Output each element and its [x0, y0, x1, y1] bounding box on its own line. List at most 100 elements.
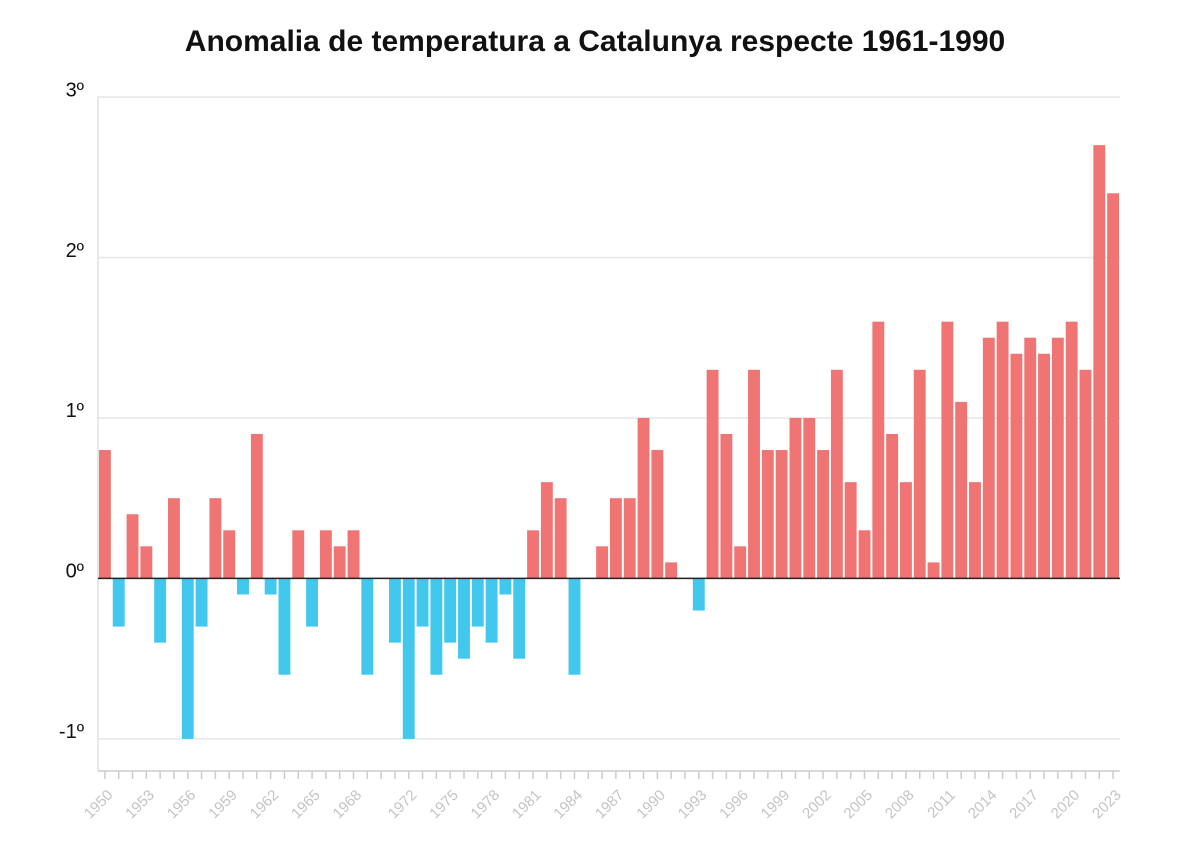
bar: [292, 530, 305, 579]
x-tick-label: 2005: [841, 787, 877, 823]
x-tick-label: 1972: [385, 787, 421, 823]
x-tick-label: 1999: [758, 787, 794, 823]
x-tick-label: 1950: [81, 787, 117, 823]
bar: [112, 578, 125, 627]
bar: [596, 546, 609, 579]
x-tick-label: 1981: [509, 787, 545, 823]
bar: [927, 562, 940, 579]
bar: [568, 578, 581, 675]
bar: [471, 578, 484, 627]
bar: [306, 578, 319, 627]
bar: [706, 369, 719, 579]
bar: [430, 578, 443, 675]
y-tick-label: 0º: [66, 561, 85, 583]
bar: [154, 578, 167, 643]
bar: [1065, 321, 1078, 579]
bar: [886, 434, 899, 579]
bar: [416, 578, 429, 627]
bar: [720, 434, 733, 579]
bar: [858, 530, 871, 579]
x-tick-label: 2002: [799, 787, 835, 823]
bar: [1107, 193, 1120, 579]
bar: [140, 546, 153, 579]
bar: [692, 578, 705, 611]
bar: [126, 514, 139, 579]
x-tick-label: 2017: [1006, 787, 1042, 823]
bar: [734, 546, 747, 579]
bar: [1079, 369, 1092, 579]
bar: [651, 450, 664, 579]
bar: [195, 578, 208, 627]
bar: [499, 578, 512, 595]
bar: [237, 578, 249, 595]
bar: [388, 578, 401, 643]
x-tick-label: 1996: [716, 787, 752, 823]
bar: [402, 578, 415, 739]
x-tick-label: 1987: [592, 787, 628, 823]
x-tick-label: 1959: [205, 787, 241, 823]
bar: [347, 530, 360, 579]
y-tick-label: 2º: [66, 240, 85, 262]
bar: [996, 321, 1009, 579]
bar: [637, 417, 650, 579]
bar: [817, 450, 830, 579]
bar: [803, 417, 816, 579]
bar: [1038, 353, 1050, 579]
bar: [168, 498, 180, 579]
y-tick-label: 3º: [66, 79, 85, 101]
x-tick-label: 1993: [675, 787, 711, 823]
bar: [969, 482, 981, 579]
bar: [899, 482, 912, 579]
bar: [209, 498, 222, 579]
bar: [761, 450, 774, 579]
bar: [982, 337, 995, 579]
bar: [748, 369, 760, 579]
bar: [223, 530, 236, 579]
bar: [540, 482, 553, 579]
bar: [844, 482, 857, 579]
bar: [319, 530, 332, 579]
bar: [458, 578, 470, 659]
y-tick-label: -1º: [59, 721, 85, 743]
x-tick-label: 1975: [426, 787, 462, 823]
bar: [181, 578, 194, 739]
x-tick-label: 2023: [1089, 787, 1125, 823]
bar: [1024, 337, 1037, 579]
bar: [830, 369, 843, 579]
x-tick-label: 1978: [468, 787, 504, 823]
bar: [554, 498, 567, 579]
bar: [278, 578, 291, 675]
x-tick-label: 1962: [247, 787, 283, 823]
bar: [264, 578, 277, 595]
bar: [941, 321, 954, 579]
bar: [913, 369, 926, 579]
bar: [623, 498, 636, 579]
bar: [789, 417, 802, 579]
x-tick-label: 2011: [924, 787, 959, 822]
x-tick-label: 1984: [550, 787, 586, 823]
x-tick-label: 1956: [164, 787, 200, 823]
bar: [665, 562, 678, 579]
bar: [485, 578, 498, 643]
bar: [444, 578, 457, 643]
y-tick-label: 1º: [66, 400, 85, 422]
bar: [872, 321, 885, 579]
x-tick-label: 2008: [882, 787, 918, 823]
x-tick-label: 2014: [965, 787, 1001, 823]
bar: [361, 578, 374, 675]
bar: [609, 498, 622, 579]
bar: [333, 546, 346, 579]
bar: [513, 578, 526, 659]
x-tick-label: 1968: [330, 787, 366, 823]
bar: [955, 401, 968, 579]
bar: [1093, 145, 1106, 579]
x-tick-label: 1990: [633, 787, 669, 823]
x-tick-label: 1965: [288, 787, 324, 823]
bar: [250, 434, 263, 579]
bar: [1010, 353, 1023, 579]
chart-title: Anomalia de temperatura a Catalunya resp…: [185, 25, 1005, 58]
bar: [527, 530, 539, 579]
x-tick-label: 2020: [1048, 787, 1084, 823]
bar: [1051, 337, 1064, 579]
